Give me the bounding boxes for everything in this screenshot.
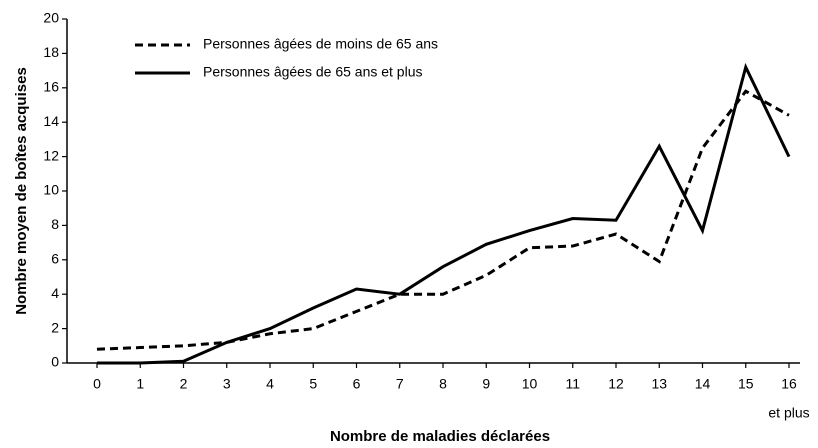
y-tick-label: 16 bbox=[43, 79, 59, 95]
x-tick-label: 6 bbox=[353, 376, 361, 392]
x-tick-label: 14 bbox=[695, 376, 711, 392]
x-tick-label: 7 bbox=[396, 376, 404, 392]
x-tick-label: 15 bbox=[738, 376, 754, 392]
x-tick-label: 16 bbox=[781, 376, 797, 392]
y-tick-label: 0 bbox=[51, 354, 59, 370]
x-tick-label: 8 bbox=[439, 376, 447, 392]
x-tick-label: 1 bbox=[136, 376, 144, 392]
x-tick-label: 10 bbox=[522, 376, 538, 392]
x-axis-label: Nombre de maladies déclarées bbox=[330, 428, 550, 445]
x-tick-label: 13 bbox=[651, 376, 667, 392]
y-tick-label: 6 bbox=[51, 251, 59, 267]
y-tick-label: 18 bbox=[43, 44, 59, 60]
y-tick-label: 4 bbox=[51, 285, 59, 301]
y-tick-label: 20 bbox=[43, 10, 59, 26]
line-series bbox=[96, 89, 790, 351]
y-tick-label: 2 bbox=[51, 319, 59, 335]
y-tick-label: 10 bbox=[43, 182, 59, 198]
y-tick-label: 14 bbox=[43, 113, 59, 129]
x-tick-label: 9 bbox=[482, 376, 490, 392]
x-tick-label: 11 bbox=[565, 376, 580, 392]
legend-label: Personnes âgées de 65 ans et plus bbox=[203, 64, 423, 80]
x-tick-label: 3 bbox=[223, 376, 231, 392]
x-tick-note: et plus bbox=[768, 405, 809, 421]
x-tick-label: 0 bbox=[93, 376, 101, 392]
x-tick-label: 2 bbox=[180, 376, 188, 392]
y-axis-label: Nombre moyen de boîtes acquises bbox=[13, 67, 30, 315]
x-tick-label: 4 bbox=[266, 376, 274, 392]
line-series bbox=[97, 62, 791, 365]
x-tick-label: 12 bbox=[608, 376, 624, 392]
y-tick-label: 8 bbox=[51, 216, 59, 232]
y-tick-label: 12 bbox=[43, 147, 59, 163]
x-tick-label: 5 bbox=[309, 376, 317, 392]
legend-label: Personnes âgées de moins de 65 ans bbox=[203, 36, 438, 52]
